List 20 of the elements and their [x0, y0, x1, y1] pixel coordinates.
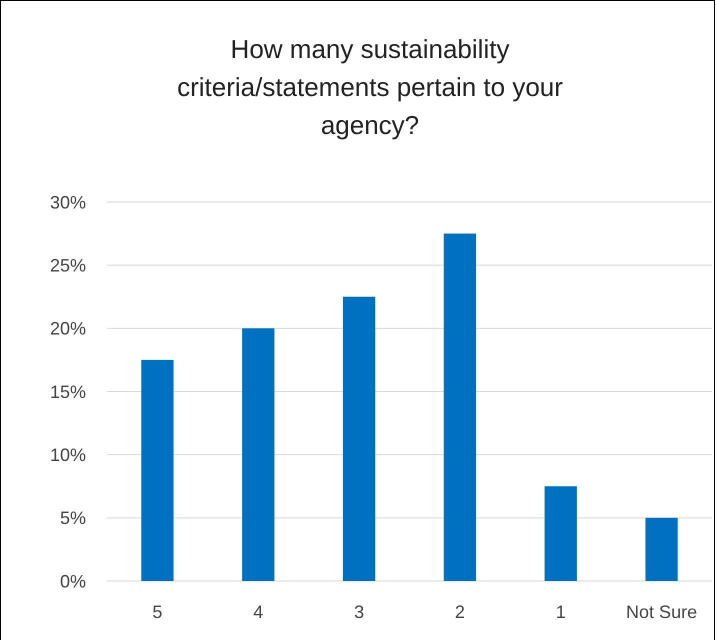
y-tick-label: 30% [50, 192, 86, 212]
bar [141, 360, 174, 581]
bar [544, 486, 577, 581]
bar [242, 328, 274, 581]
x-tick-label: 1 [556, 602, 566, 622]
y-tick-label: 20% [50, 318, 86, 339]
chart-title: How many sustainability criteria/statements pertain to your agency? [177, 34, 564, 140]
y-tick-label: 5% [60, 508, 86, 528]
x-tick-label: 3 [354, 602, 364, 622]
y-tick-label: 15% [50, 382, 86, 402]
x-tick-label: 5 [152, 602, 162, 622]
y-tick-label: 0% [60, 571, 86, 592]
x-tick-label: 2 [454, 602, 465, 622]
bar [444, 234, 476, 581]
bar [342, 296, 376, 581]
y-tick-label: 10% [50, 444, 86, 465]
bar [645, 518, 678, 581]
y-tick-label: 25% [50, 255, 86, 276]
x-tick-label: Not Sure [626, 602, 698, 622]
x-tick-label: 4 [253, 602, 264, 622]
